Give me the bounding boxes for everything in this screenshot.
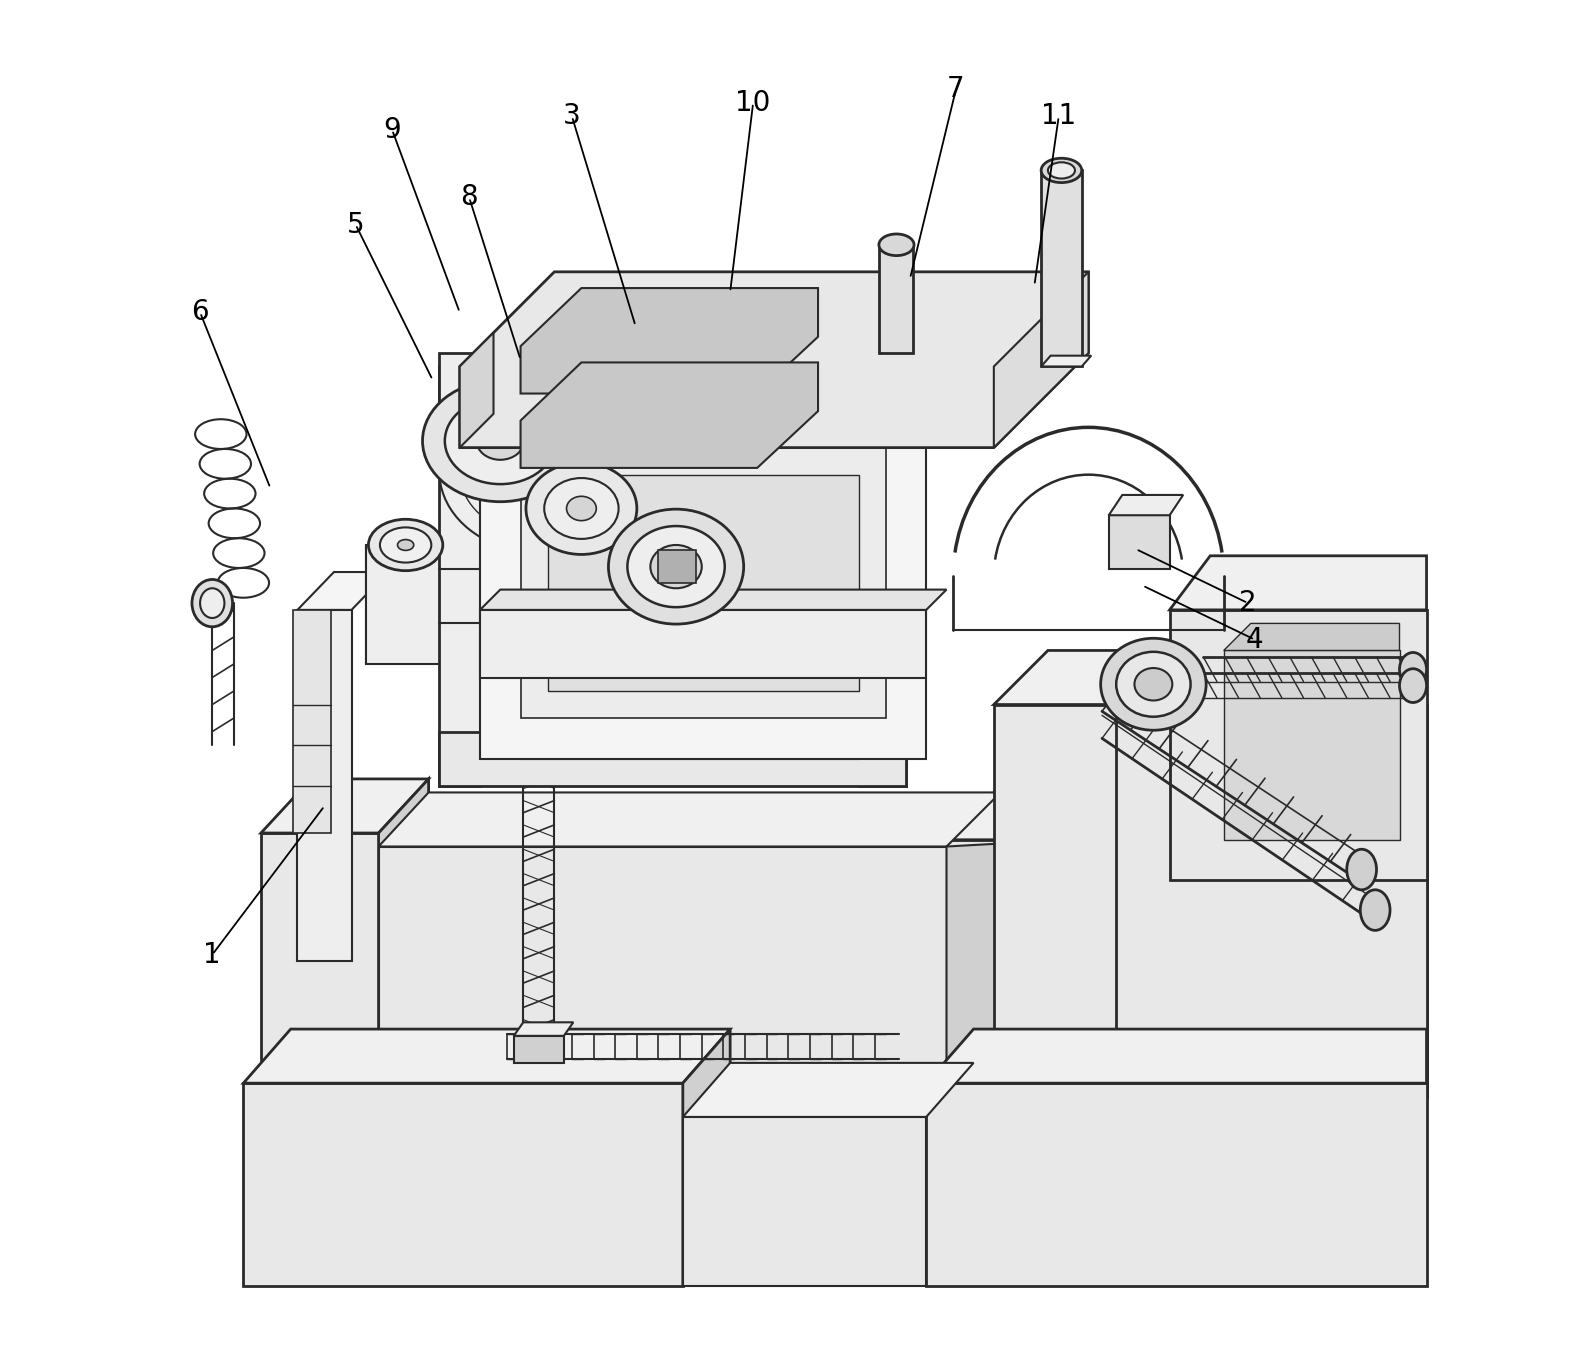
Text: 4: 4 [1247, 626, 1264, 653]
Ellipse shape [1361, 890, 1391, 931]
Polygon shape [367, 545, 445, 664]
Ellipse shape [1041, 159, 1082, 183]
Polygon shape [479, 589, 946, 610]
Text: 6: 6 [191, 298, 209, 327]
Text: 3: 3 [563, 103, 581, 130]
Text: 9: 9 [383, 115, 400, 144]
Polygon shape [297, 610, 351, 962]
Polygon shape [1109, 515, 1169, 569]
Polygon shape [514, 1022, 573, 1035]
Polygon shape [244, 1028, 731, 1083]
Polygon shape [460, 272, 1088, 447]
Text: 10: 10 [736, 89, 770, 117]
Ellipse shape [380, 527, 432, 562]
Ellipse shape [1346, 850, 1376, 890]
Polygon shape [1115, 705, 1427, 1096]
Ellipse shape [525, 462, 638, 554]
Polygon shape [514, 1035, 563, 1062]
Polygon shape [261, 779, 429, 833]
Polygon shape [946, 786, 1122, 840]
Ellipse shape [880, 234, 914, 256]
Ellipse shape [664, 557, 688, 577]
Ellipse shape [1047, 163, 1074, 179]
Polygon shape [683, 1028, 731, 1286]
Ellipse shape [1400, 669, 1427, 702]
Ellipse shape [1117, 652, 1191, 717]
Polygon shape [1041, 355, 1092, 366]
Polygon shape [261, 1096, 378, 1117]
Polygon shape [658, 550, 696, 583]
Polygon shape [244, 1083, 683, 1286]
Ellipse shape [191, 580, 233, 627]
Polygon shape [1041, 171, 1082, 366]
Polygon shape [520, 362, 818, 467]
Polygon shape [1224, 623, 1400, 650]
Ellipse shape [544, 478, 619, 539]
Ellipse shape [609, 509, 744, 625]
Polygon shape [520, 576, 880, 596]
Ellipse shape [1101, 638, 1205, 730]
Ellipse shape [369, 519, 443, 570]
Polygon shape [1115, 650, 1427, 705]
Polygon shape [460, 333, 494, 447]
Ellipse shape [1400, 653, 1427, 686]
Text: 1: 1 [204, 940, 221, 969]
Ellipse shape [1134, 668, 1172, 701]
Text: 7: 7 [948, 76, 965, 103]
Polygon shape [440, 732, 906, 786]
Ellipse shape [628, 526, 725, 607]
Text: 2: 2 [1239, 589, 1256, 617]
Polygon shape [683, 1062, 973, 1117]
Text: 11: 11 [1041, 103, 1076, 130]
Ellipse shape [199, 588, 225, 618]
Polygon shape [1169, 610, 1427, 881]
Ellipse shape [566, 496, 596, 520]
Polygon shape [261, 833, 378, 1096]
Ellipse shape [492, 434, 508, 447]
Polygon shape [547, 474, 859, 691]
Polygon shape [1224, 650, 1400, 840]
Polygon shape [520, 447, 886, 718]
Ellipse shape [445, 397, 555, 484]
Text: 8: 8 [460, 183, 478, 211]
Polygon shape [520, 596, 859, 759]
Polygon shape [946, 840, 1068, 1096]
Polygon shape [1068, 786, 1122, 1096]
Polygon shape [1109, 495, 1183, 515]
Ellipse shape [422, 379, 577, 501]
Polygon shape [880, 245, 913, 352]
Ellipse shape [476, 421, 524, 459]
Polygon shape [993, 705, 1427, 1096]
Polygon shape [440, 352, 906, 406]
Ellipse shape [397, 539, 414, 550]
Polygon shape [683, 1117, 925, 1286]
Polygon shape [378, 793, 1000, 847]
Polygon shape [925, 1028, 1427, 1083]
Polygon shape [479, 610, 925, 678]
Polygon shape [479, 406, 925, 759]
Polygon shape [993, 272, 1088, 447]
Polygon shape [440, 366, 479, 786]
Polygon shape [925, 1083, 1427, 1286]
Polygon shape [1169, 556, 1427, 610]
Polygon shape [293, 610, 331, 833]
Polygon shape [859, 366, 906, 786]
Polygon shape [297, 572, 388, 610]
Polygon shape [378, 779, 429, 1096]
Polygon shape [520, 289, 818, 393]
Ellipse shape [650, 545, 702, 588]
Polygon shape [946, 840, 1068, 1096]
Text: 5: 5 [346, 210, 364, 238]
Polygon shape [993, 650, 1427, 705]
Polygon shape [378, 847, 946, 1096]
